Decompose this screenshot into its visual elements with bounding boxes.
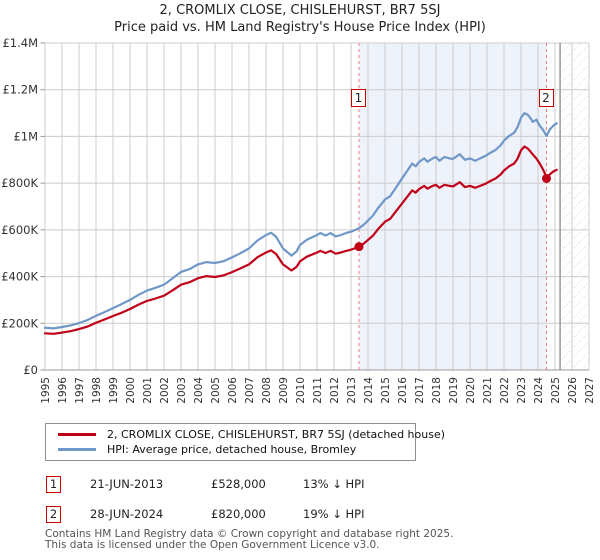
x-tick-label: 2020 [465,377,477,404]
sale-1-price: £528,000 [211,477,266,491]
x-tick-label: 2019 [448,377,460,404]
x-tick-label: 2013 [346,377,358,404]
x-tick-label: 2022 [499,377,511,404]
sale-marker-1: 1 [350,89,366,107]
x-tick-label: 2002 [159,377,171,404]
y-tick-label: £800K [1,176,38,190]
y-tick-label: £200K [1,316,38,330]
sale-annotation-row-2: 2 28-JUN-2024 £820,000 19% ↓ HPI [0,506,600,524]
y-tick-label: £0 [23,363,38,377]
legend-item-hpi: HPI: Average price, detached house, Brom… [46,442,415,457]
x-tick-label: 2004 [193,377,205,404]
property-line-swatch [58,432,96,436]
x-tick-label: 2017 [414,377,426,404]
sale-marker-1-label: 1 [354,91,363,105]
x-tick-label: 2021 [482,377,494,404]
x-tick-label: 2015 [380,377,392,404]
x-tick-label: 2006 [227,377,239,404]
sale-marker-2-label: 2 [542,91,550,105]
page-subtitle: Price paid vs. HM Land Registry's House … [114,20,486,35]
sale-1-hpi-diff: 13% ↓ HPI [303,477,365,491]
legend-item-property: 2, CROMLIX CLOSE, CHISLEHURST, BR7 5SJ (… [46,427,445,442]
x-tick-label: 2014 [363,377,375,404]
sale-annotation-row-1: 1 21-JUN-2013 £528,000 13% ↓ HPI [0,476,600,494]
x-tick-label: 1996 [57,377,69,404]
hpi-line-swatch [58,448,96,452]
y-tick-label: £1.4M [2,36,38,50]
x-tick-label: 2025 [550,377,562,404]
x-tick-label: 2003 [176,377,188,404]
x-tick-label: 1995 [40,377,52,404]
sale-point-dot [542,173,551,183]
x-tick-label: 2001 [142,377,154,404]
hpi-line [43,111,558,330]
y-tick-label: £400K [1,270,38,284]
x-tick-label: 2009 [278,377,290,404]
sale-marker-2: 2 [538,89,554,107]
sale-1-date: 21-JUN-2013 [90,477,164,491]
y-tick-label: £1M [13,129,38,143]
x-tick-label: 2016 [397,377,409,404]
y-tick-label: £600K [1,223,38,237]
sale-point-dot [354,242,364,252]
chart-legend: 2, CROMLIX CLOSE, CHISLEHURST, BR7 5SJ (… [45,423,445,461]
footer-licence: This data is licensed under the Open Gov… [45,539,380,551]
price-history-chart: £0 £200K £400K £600K £800K £1M £1.2M £1.4M 1995 1… [1,36,596,404]
x-tick-label: 2012 [329,377,341,404]
legend-label-property: 2, CROMLIX CLOSE, CHISLEHURST, BR7 5SJ (… [107,427,446,441]
x-tick-label: 2018 [431,377,443,404]
x-tick-label: 2026 [567,377,579,404]
sale-2-price: £820,000 [211,507,266,521]
x-tick-label: 2005 [210,377,222,404]
property-price-line [43,145,558,335]
footer-copyright: Contains HM Land Registry data © Crown c… [45,528,454,540]
x-tick-label: 2011 [312,377,324,404]
x-tick-label: 2008 [261,377,273,404]
x-tick-label: 2007 [244,377,256,404]
x-tick-label: 2000 [125,377,137,404]
page-title: 2, CROMLIX CLOSE, CHISLEHURST, BR7 5SJ [159,3,441,18]
x-tick-label: 2023 [516,377,528,404]
future-hatched-region [560,43,589,370]
x-tick-label: 1999 [108,377,120,404]
sale-2-date: 28-JUN-2024 [90,507,164,521]
x-tick-label: 1997 [74,377,86,404]
sale-2-hpi-diff: 19% ↓ HPI [303,507,365,521]
legend-label-hpi: HPI: Average price, detached house, Brom… [107,443,357,457]
x-tick-label: 2027 [584,377,596,404]
x-tick-label: 2010 [295,377,307,404]
x-tick-label: 1998 [91,377,103,404]
sale-annotation-marker-2: 2 [46,506,61,523]
y-tick-label: £1.2M [2,83,38,97]
sale-annotation-marker-1: 1 [46,476,61,493]
x-tick-label: 2024 [533,377,545,404]
